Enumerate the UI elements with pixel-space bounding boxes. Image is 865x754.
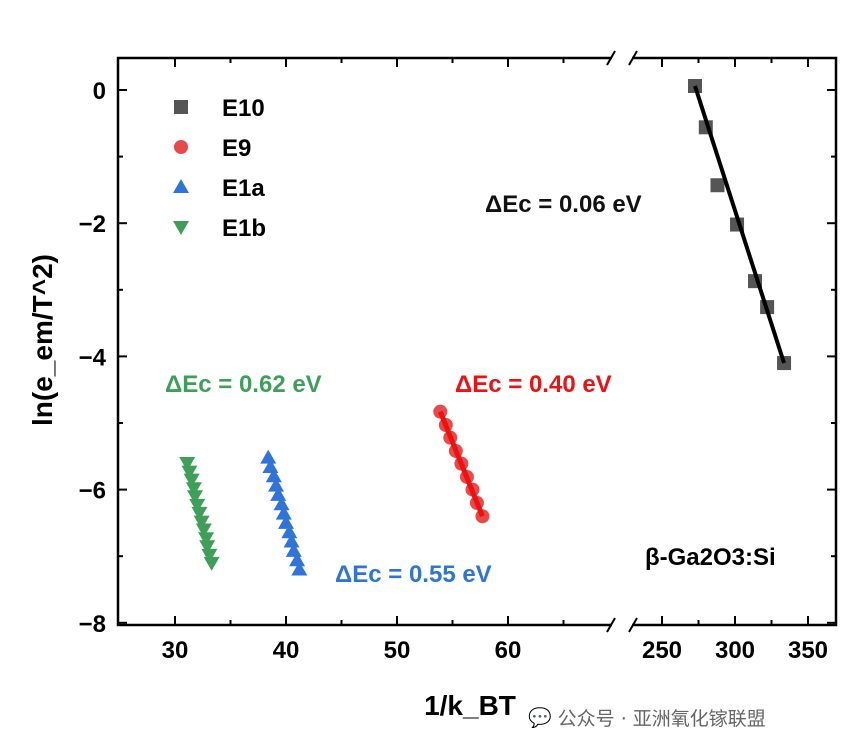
data-point <box>193 515 210 530</box>
data-point <box>198 532 215 547</box>
legend-marker <box>174 140 188 154</box>
annotation-E10: ΔEc = 0.06 eV <box>485 191 642 218</box>
data-point <box>183 473 200 488</box>
x-tick-label: 350 <box>788 637 828 664</box>
y-tick-label: −2 <box>79 211 106 238</box>
y-tick-label: −8 <box>79 611 106 638</box>
fit-line <box>437 410 485 518</box>
data-point <box>201 548 218 563</box>
series-E10 <box>687 79 792 371</box>
data-point <box>273 496 290 511</box>
y-tick-label: −6 <box>79 478 106 505</box>
series-E1a <box>260 449 308 576</box>
material-label: β-Ga2O3:Si <box>645 544 776 571</box>
data-point <box>710 178 725 193</box>
legend-label: E9 <box>222 135 251 162</box>
watermark: 💬 公众号 · 亚洲氧化镓联盟 <box>528 704 766 731</box>
data-point <box>186 490 203 505</box>
x-tick-label: 30 <box>162 637 189 664</box>
data-point <box>181 465 198 480</box>
x-tick-label: 40 <box>273 637 300 664</box>
x-tick-label: 250 <box>642 637 682 664</box>
y-tick-label: −4 <box>79 344 107 371</box>
data-point <box>203 556 220 571</box>
x-axis-label: 1/k_BT <box>424 690 516 721</box>
data-point <box>265 468 282 483</box>
legend-label: E1a <box>222 175 265 202</box>
series-E1b <box>179 456 220 571</box>
axis-break-mark <box>606 617 638 633</box>
x-tick-label: 60 <box>495 637 522 664</box>
data-point <box>260 449 277 464</box>
annotation-E1a: ΔEc = 0.55 eV <box>335 561 492 588</box>
y-tick-label: 0 <box>93 78 106 105</box>
data-point <box>268 477 285 492</box>
wechat-icon: 💬 <box>528 707 552 729</box>
watermark-text: 公众号 · 亚洲氧化镓联盟 <box>557 708 766 730</box>
fit-line <box>693 85 786 364</box>
annotation-E9: ΔEc = 0.40 eV <box>455 371 612 398</box>
legend-marker <box>173 179 189 193</box>
data-point <box>191 506 208 521</box>
data-point <box>283 533 300 548</box>
legend-marker <box>174 100 188 114</box>
annotation-E1b: ΔEc = 0.62 eV <box>165 371 322 398</box>
legend-marker <box>173 221 189 235</box>
series-E9 <box>433 404 490 524</box>
legend-label: E10 <box>222 95 265 122</box>
data-point <box>185 482 202 497</box>
axis-break-mark <box>606 50 638 66</box>
data-point <box>195 523 212 538</box>
data-point <box>199 540 216 555</box>
y-axis-label: ln(e_em/T^2) <box>27 254 58 426</box>
data-point <box>179 456 196 471</box>
data-point <box>275 505 292 520</box>
legend-label: E1b <box>222 215 266 242</box>
x-tick-label: 50 <box>384 637 411 664</box>
data-point <box>281 524 298 539</box>
data-point <box>289 552 306 567</box>
x-tick-label: 300 <box>715 637 755 664</box>
data-point <box>291 561 308 576</box>
data-point <box>189 498 206 513</box>
